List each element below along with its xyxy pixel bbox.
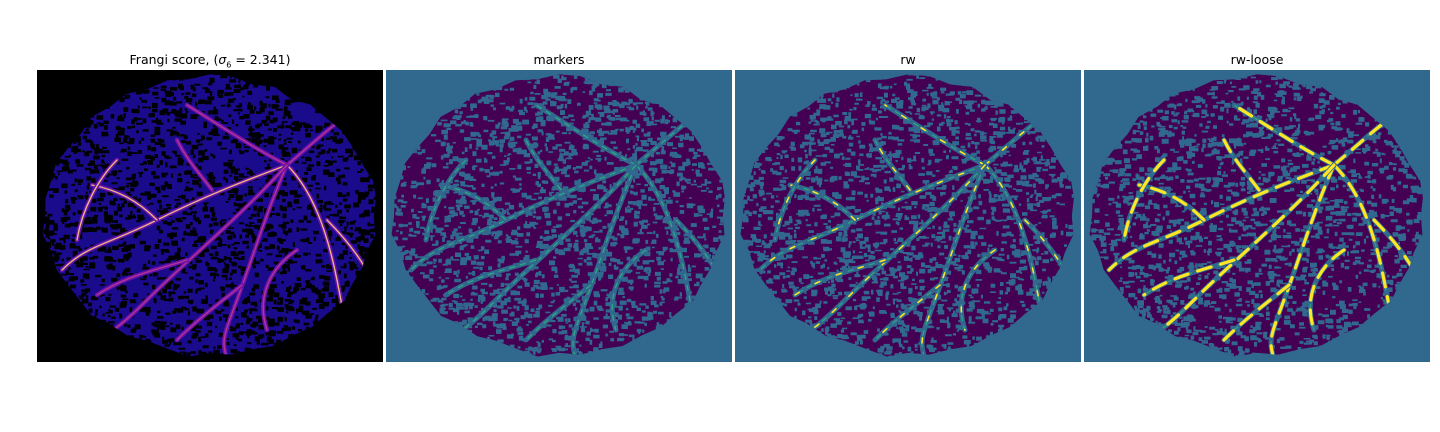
rw-loose-panel (1084, 70, 1430, 362)
panel-title-rw: rw (900, 52, 916, 67)
frangi-title-prefix: Frangi score, ( (129, 52, 219, 67)
panel-title-frangi: Frangi score, (σ6 = 2.341) (37, 52, 383, 74)
frangi-panel (37, 70, 383, 362)
panel-title-rw-loose: rw-loose (1230, 52, 1284, 67)
panel-title-markers: markers (533, 52, 585, 67)
frangi-image (37, 70, 383, 362)
frangi-title-suffix: = 2.341) (231, 52, 291, 67)
rw-image (735, 70, 1081, 362)
markers-image (386, 70, 732, 362)
rw-panel (735, 70, 1081, 362)
frangi-title-symbol: σ (218, 52, 227, 67)
markers-panel (386, 70, 732, 362)
rw-loose-image (1084, 70, 1430, 362)
frangi-title-subscript: 6 (226, 60, 232, 70)
